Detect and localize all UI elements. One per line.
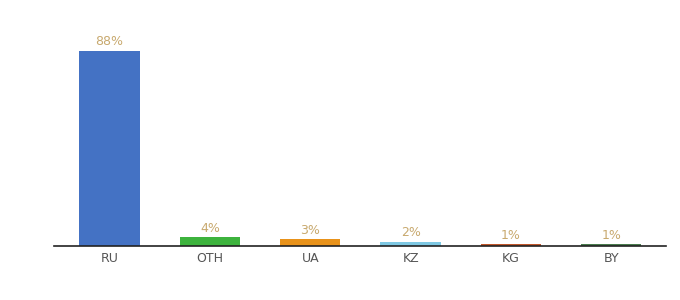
Text: 1%: 1% — [501, 229, 521, 242]
Bar — [381, 242, 441, 246]
Text: 88%: 88% — [96, 35, 124, 48]
Text: 2%: 2% — [401, 226, 420, 239]
Bar — [80, 51, 139, 246]
Text: 1%: 1% — [601, 229, 621, 242]
Text: 3%: 3% — [301, 224, 320, 237]
Text: 4%: 4% — [200, 222, 220, 235]
Bar — [180, 237, 240, 246]
Bar — [280, 239, 340, 246]
Bar — [581, 244, 641, 246]
Bar — [481, 244, 541, 246]
